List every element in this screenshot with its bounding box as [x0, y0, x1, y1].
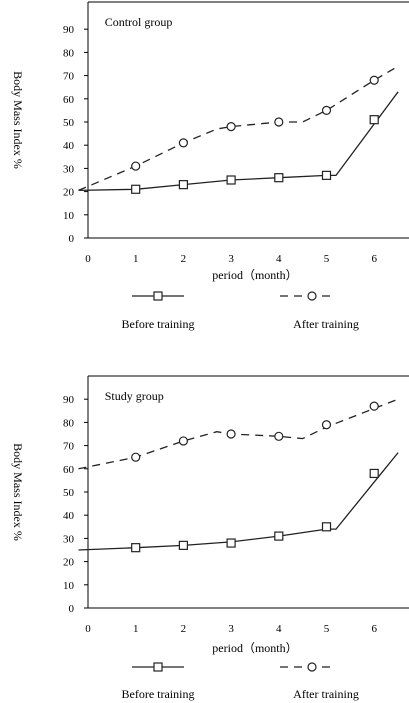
- y-tick-label: 0: [69, 603, 75, 615]
- x-tick-label: 2: [181, 253, 187, 265]
- data-point-circle: [369, 401, 379, 411]
- data-point-circle: [321, 105, 332, 116]
- legend-marker-circle: [307, 662, 317, 672]
- chart-panel-study: 0 10 20 30 40 50 60 70 80 90 0 1 2 3 4 5 6 Body Mass Inde…: [11, 375, 409, 701]
- chart-panel-control: 0 10 20 30 40 50 60 70 80 90 0 1 2 3 4 5 6 Body Mass Inde…: [11, 1, 409, 331]
- data-point-circle: [226, 429, 236, 439]
- y-tick-label: 90: [63, 24, 75, 36]
- y-tick-label: 50: [63, 487, 75, 499]
- legend-marker-circle: [307, 291, 317, 301]
- data-point-circle: [178, 138, 188, 148]
- data-point-square: [274, 173, 284, 183]
- data-point-square: [226, 538, 236, 548]
- data-point-square: [369, 115, 379, 125]
- x-tick-label: 0: [85, 623, 91, 635]
- y-axis-label: Body Mass Index %: [11, 71, 25, 169]
- x-tick-label: 4: [276, 623, 282, 635]
- x-tick-label: 2: [181, 623, 187, 635]
- x-tick-label: 4: [276, 253, 282, 265]
- legend: Before training After training: [122, 662, 359, 701]
- legend-label-after-training: After training: [293, 687, 359, 701]
- data-point-circle: [369, 75, 379, 85]
- data-point-circle: [131, 161, 141, 171]
- x-tick-label: 1: [133, 253, 139, 265]
- y-tick-label: 80: [63, 47, 75, 59]
- x-tick-label: 3: [228, 253, 234, 265]
- data-point-square: [131, 543, 141, 553]
- x-tick-label: 5: [324, 623, 330, 635]
- data-point-square: [178, 540, 188, 550]
- data-point-square: [131, 184, 141, 194]
- chart-title: Control group: [105, 15, 173, 29]
- y-tick-label: 20: [63, 187, 75, 199]
- y-tick-label: 30: [63, 533, 75, 545]
- data-point-square: [321, 170, 332, 180]
- legend-label-before-training: Before training: [122, 317, 195, 331]
- data-point-square: [369, 468, 379, 479]
- y-tick-label: 70: [63, 71, 75, 83]
- y-tick-label: 10: [63, 210, 75, 222]
- data-point-square: [321, 522, 332, 532]
- y-axis-label: Body Mass Index %: [11, 443, 25, 541]
- x-tick-label: 6: [371, 253, 377, 265]
- data-point-circle: [321, 420, 332, 430]
- legend-label-before-training: Before training: [122, 687, 195, 701]
- x-tick-label: 5: [324, 253, 330, 265]
- y-tick-label: 80: [63, 417, 75, 429]
- chart-title: Study group: [105, 389, 164, 403]
- data-point-circle: [274, 117, 284, 127]
- y-tick-label: 40: [63, 140, 75, 152]
- x-tick-label: 1: [133, 623, 139, 635]
- y-tick-label: 20: [63, 557, 75, 569]
- y-tick-label: 0: [69, 233, 75, 245]
- data-point-circle: [131, 452, 141, 462]
- series-line-before-training: [78, 91, 399, 192]
- data-point-square: [274, 531, 284, 541]
- x-axis-label: period（month）: [212, 268, 297, 282]
- data-point-circle: [178, 436, 188, 446]
- data-point-square: [226, 175, 236, 185]
- legend: Before training After training: [122, 291, 359, 331]
- series-line-after-training: [78, 65, 399, 191]
- y-tick-label: 60: [63, 464, 75, 476]
- x-axis-label: period（month）: [212, 641, 297, 655]
- y-tick-label: 40: [63, 510, 75, 522]
- y-tick-label: 30: [63, 163, 75, 175]
- y-tick-label: 10: [63, 580, 75, 592]
- y-tick-label: 70: [63, 441, 75, 453]
- data-point-square: [178, 180, 188, 190]
- series-line-before-training: [78, 452, 399, 551]
- x-tick-label: 6: [371, 623, 377, 635]
- y-tick-label: 50: [63, 117, 75, 129]
- legend-label-after-training: After training: [293, 317, 359, 331]
- y-tick-label: 60: [63, 94, 75, 106]
- series-line-after-training: [78, 398, 399, 470]
- data-point-circle: [274, 431, 284, 441]
- data-point-circle: [226, 122, 236, 132]
- legend-marker-square: [153, 291, 163, 301]
- x-tick-label: 0: [85, 253, 91, 265]
- y-tick-label: 90: [63, 394, 75, 406]
- legend-marker-square: [153, 662, 163, 672]
- x-tick-label: 3: [228, 623, 234, 635]
